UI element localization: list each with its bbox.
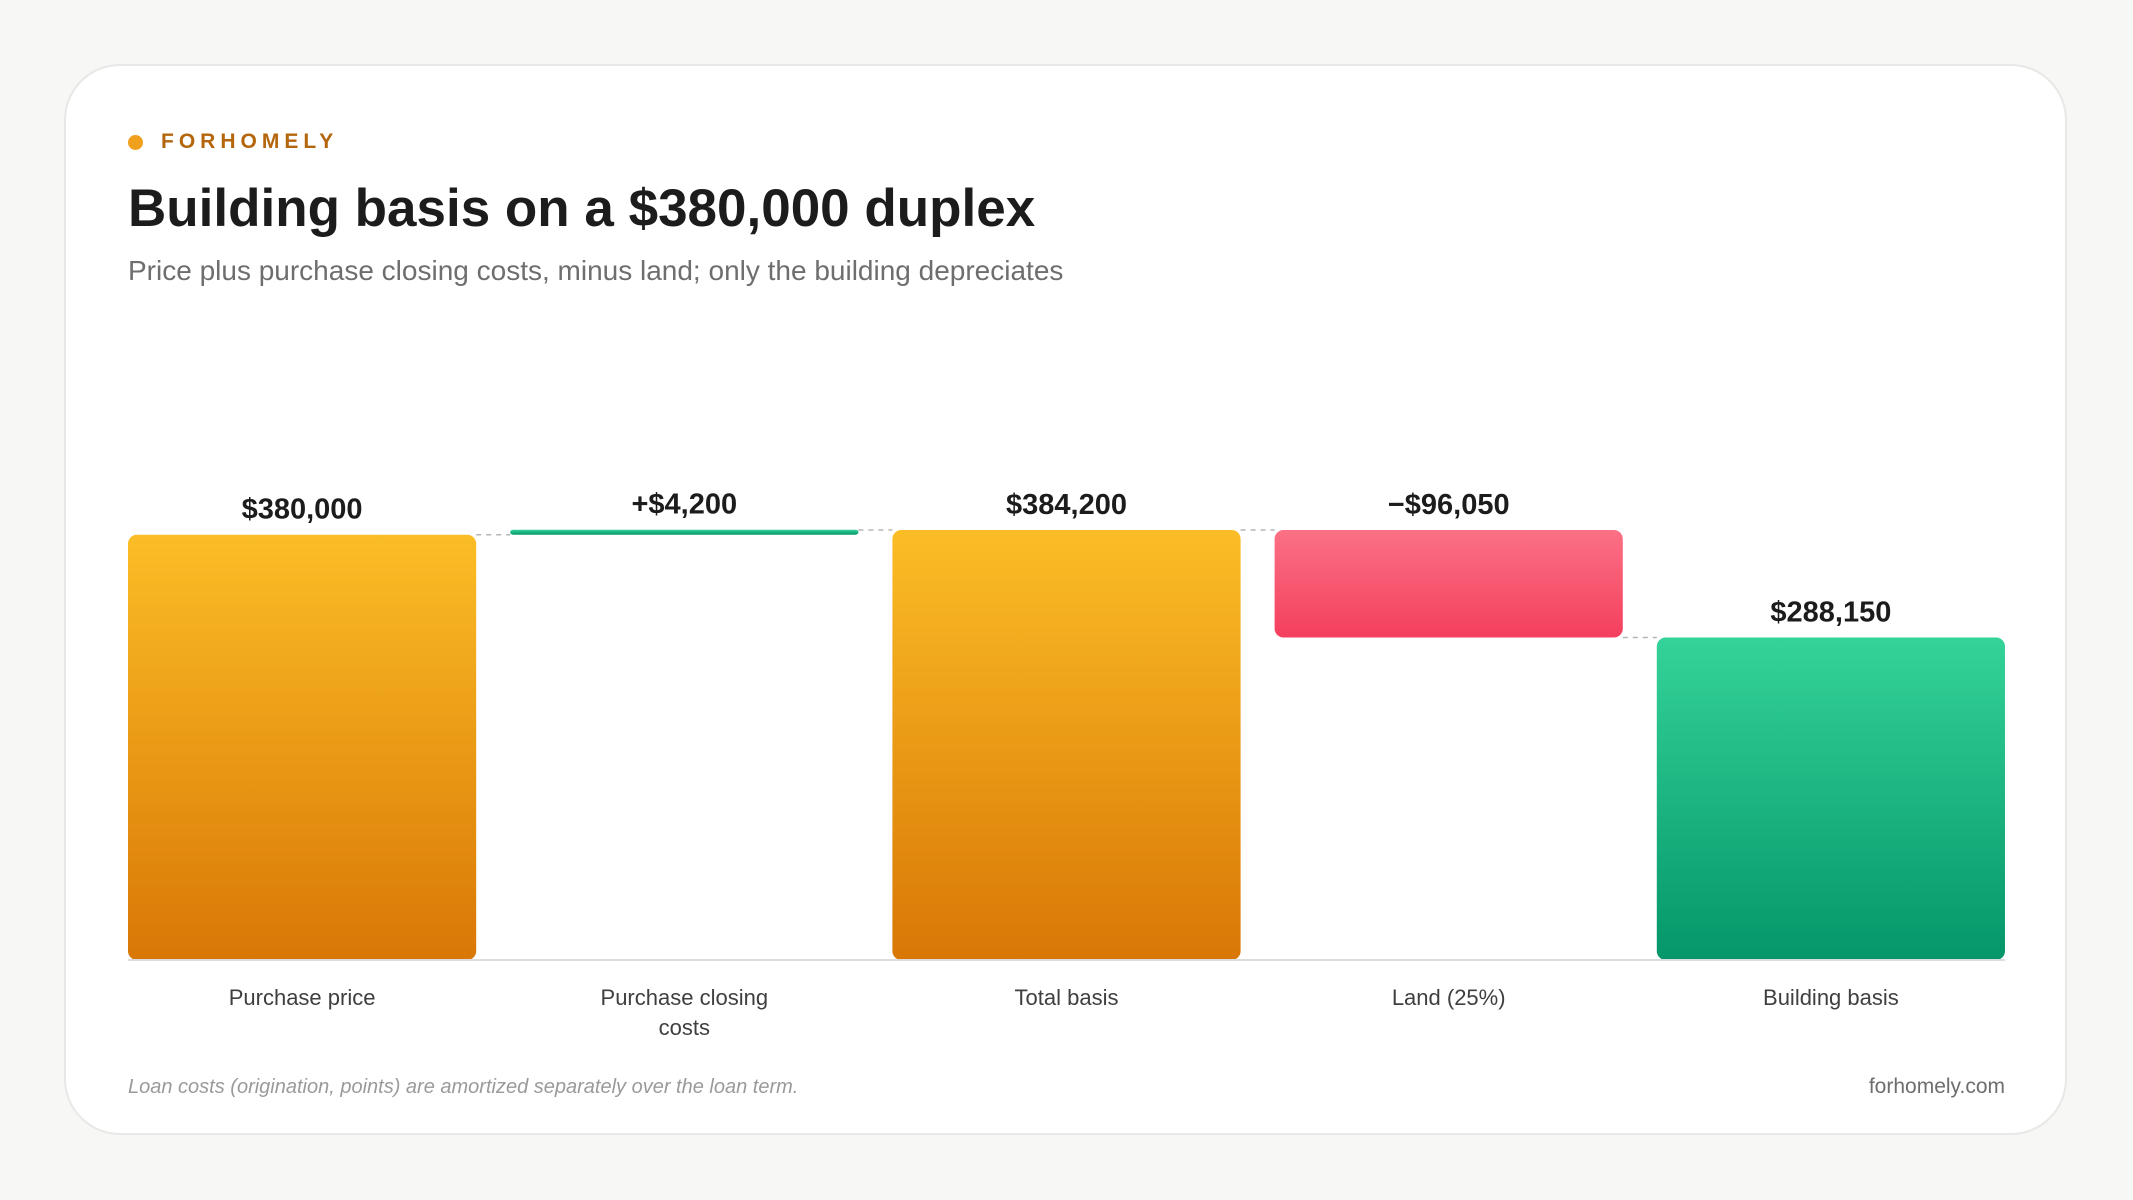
category-label: Total basis [1015,985,1119,1010]
brand-dot [128,134,143,150]
value-label: +$4,200 [631,489,737,521]
category-label: Building basis [1763,985,1899,1010]
value-label: $288,150 [1770,597,1891,629]
chart-subtitle: Price plus purchase closing costs, minus… [128,255,1064,286]
bar-total-basis [892,530,1241,960]
value-labels: $380,000 +$4,200 $384,200 −$96,050 $288,150 [242,489,1892,629]
brand-name: FORHOMELY [161,130,339,153]
value-label: $384,200 [1006,489,1127,521]
brand: FORHOMELY [128,128,338,156]
category-label: Purchase price [229,985,376,1010]
category-label: Land (25%) [1392,985,1506,1010]
site-link[interactable]: forhomely.com [1868,1075,2005,1098]
category-label: costs [659,1015,710,1040]
category-label: Purchase closing [601,985,769,1010]
bar-land-25 [1274,530,1623,638]
value-label: $380,000 [242,494,363,526]
footnote: Loan costs (origination, points) are amo… [128,1076,799,1098]
bars [128,529,2005,960]
bar-purchase-price [128,534,477,960]
bar-building-basis [1656,637,2005,960]
chart-title: Building basis on a $380,000 duplex [128,179,1036,238]
value-label: −$96,050 [1388,489,1510,521]
bar-purchase-closing-costs [510,529,859,535]
category-labels: Purchase price Purchase closing costs Total… [229,985,1899,1040]
